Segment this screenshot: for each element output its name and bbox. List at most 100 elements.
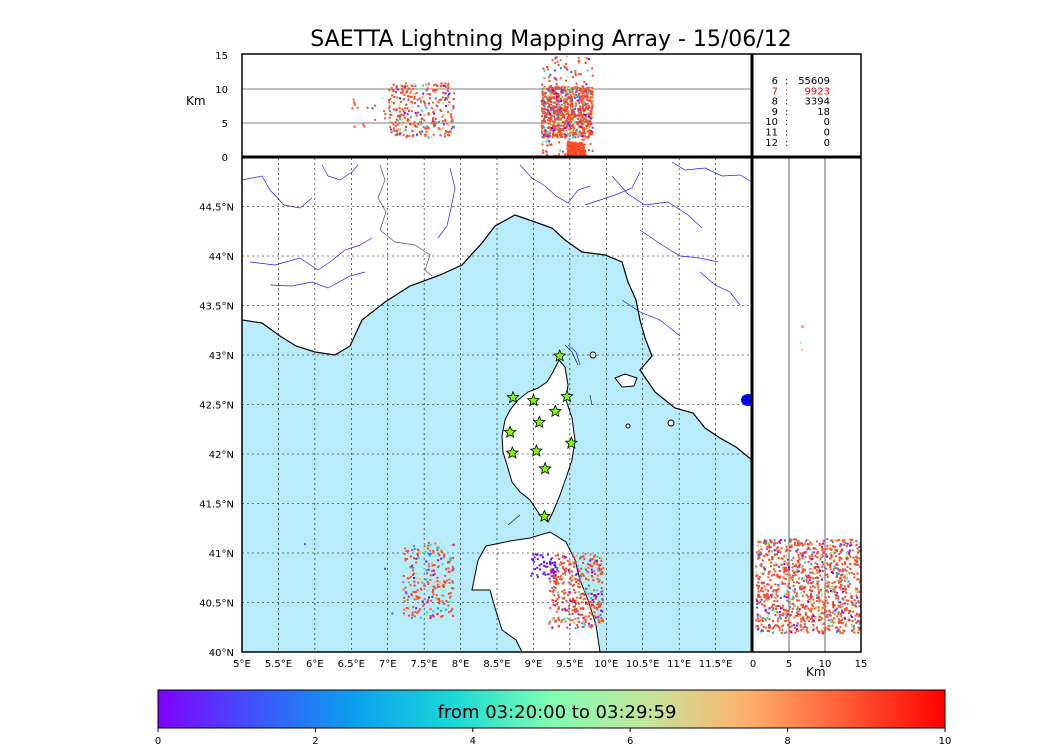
altitude-lightning-point [557, 124, 560, 127]
map-lightning-point [563, 589, 566, 592]
altitude-lightning-point [398, 122, 401, 125]
side-lightning-point [767, 576, 770, 579]
map-lightning-point [431, 596, 434, 599]
longitude-tick-label: 10°E [594, 659, 618, 670]
altitude-lightning-point [579, 117, 582, 120]
longitude-tick-label: 10.5°E [626, 659, 660, 670]
side-lightning-point [773, 599, 776, 602]
altitude-lightning-point [563, 122, 566, 125]
side-lightning-point [833, 589, 836, 592]
altitude-lightning-point [406, 107, 409, 110]
map-lightning-point [429, 616, 432, 619]
side-lightning-point [856, 596, 859, 599]
map-lightning-point [572, 578, 575, 581]
side-lightning-point [812, 623, 815, 626]
map-lightning-point [437, 546, 440, 549]
side-lightning-point [851, 538, 854, 541]
side-lightning-point [755, 574, 758, 577]
side-lightning-point [857, 620, 860, 623]
side-lightning-point [796, 593, 799, 596]
altitude-lightning-point [577, 108, 580, 111]
altitude-lightning-point [559, 108, 562, 111]
altitude-lightning-point [401, 90, 404, 93]
side-lightning-point [810, 603, 813, 606]
altitude-lightning-point [591, 67, 594, 70]
side-lightning-point [774, 613, 777, 616]
side-lightning-point [774, 548, 777, 551]
map-lightning-point [551, 626, 554, 629]
altitude-lightning-point [444, 98, 447, 101]
side-lightning-point [760, 548, 763, 551]
altitude-lightning-point [550, 106, 553, 109]
altitude-lightning-point [542, 99, 545, 102]
altitude-lightning-point [397, 88, 400, 91]
altitude-lightning-point [450, 113, 453, 116]
map-lightning-point [581, 625, 584, 628]
side-lightning-point [857, 631, 860, 634]
map-lightning-point [601, 590, 604, 593]
side-lightning-point [768, 558, 771, 561]
altitude-lightning-point [569, 118, 572, 121]
side-lightning-point [794, 571, 797, 574]
side-lightning-point [776, 620, 779, 623]
side-lightning-point [825, 615, 828, 618]
side-lightning-point [855, 554, 858, 557]
altitude-lightning-point [560, 111, 563, 114]
map-lightning-point [598, 579, 601, 582]
side-lightning-point [770, 565, 773, 568]
altitude-lightning-point [542, 85, 545, 88]
altitude-lightning-point [388, 110, 391, 113]
longitude-tick-label: 7.5°E [411, 659, 438, 670]
altitude-lightning-point [399, 131, 402, 134]
altitude-lightning-point [585, 116, 588, 119]
side-lightning-point [811, 620, 814, 623]
altitude-lightning-point [575, 82, 578, 85]
altitude-lightning-point [590, 132, 593, 135]
altitude-lightning-point [583, 123, 586, 126]
altitude-lightning-point [583, 117, 586, 120]
map-lightning-point [425, 560, 428, 563]
side-lightning-point [817, 566, 820, 569]
side-lightning-point [766, 611, 769, 614]
side-lightning-point [822, 563, 825, 566]
side-lightning-point [845, 621, 848, 624]
map-lightning-point [589, 601, 592, 604]
station-markers [503, 348, 578, 523]
side-lightning-point [807, 620, 810, 623]
side-lightning-point [843, 590, 846, 593]
altitude-lightning-point [542, 105, 545, 108]
map-lightning-point [440, 615, 443, 618]
side-lightning-point [851, 549, 854, 552]
map-lightning-point [555, 610, 558, 613]
altitude-lightning-point [585, 121, 588, 124]
map-lightning-point [591, 598, 594, 601]
map-lightning-point [408, 575, 411, 578]
side-lightning-point [825, 627, 828, 630]
station-star-marker [529, 443, 544, 457]
side-lightning-point [797, 554, 800, 557]
altitude-lightning-point [543, 95, 546, 98]
altitude-lightning-point [587, 104, 590, 107]
altitude-lightning-point [573, 148, 576, 151]
altitude-lightning-point [557, 153, 560, 156]
map-lightning-point [599, 614, 602, 617]
side-lightning-point [804, 605, 807, 608]
side-lightning-point [821, 617, 824, 620]
altitude-lightning-point [563, 132, 566, 135]
map-lightning-point [426, 547, 429, 550]
side-lightning-point [833, 590, 836, 593]
side-lightning-point [809, 576, 812, 579]
side-lightning-point [808, 568, 811, 571]
side-lightning-point [841, 597, 844, 600]
side-lightning-point [765, 607, 768, 610]
map-lightning-point [543, 560, 546, 563]
map-lightning-point [593, 594, 596, 597]
altitude-lightning-point [589, 87, 592, 90]
altitude-lightning-point [586, 86, 589, 89]
altitude-lightning-point [441, 115, 444, 118]
side-lightning-point [756, 613, 759, 616]
altitude-lightning-point [544, 128, 547, 131]
altitude-lightning-point [433, 122, 436, 125]
map-lightning-point [534, 568, 537, 571]
side-lightning-point [801, 605, 804, 608]
